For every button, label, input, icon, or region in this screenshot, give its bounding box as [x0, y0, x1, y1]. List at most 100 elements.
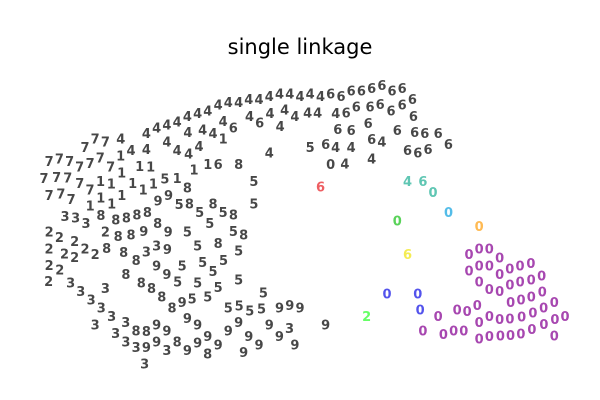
data-point-digit-8: 8 — [167, 302, 176, 317]
data-point-digit-7: 7 — [75, 161, 84, 176]
data-point-digit-7: 7 — [39, 172, 48, 187]
data-point-digit-1: 1 — [96, 175, 105, 190]
data-point-digit-6: 6 — [386, 104, 395, 119]
data-point-digit-4: 4 — [367, 152, 376, 167]
data-point-digit-1: 1 — [139, 183, 148, 198]
data-point-digit-5: 5 — [205, 217, 214, 232]
data-point-digit-9: 9 — [152, 336, 161, 351]
data-point-digit-7: 7 — [67, 193, 76, 208]
data-point-digit-7: 7 — [96, 152, 105, 167]
data-point-digit-9: 9 — [214, 338, 223, 353]
data-point-digit-6: 6 — [403, 144, 412, 159]
data-point-digit-0: 0 — [463, 305, 472, 320]
data-point-digit-0: 0 — [495, 285, 504, 300]
data-point-digit-0: 0 — [485, 283, 494, 298]
data-point-digit-5: 5 — [160, 172, 169, 187]
data-point-digit-5: 5 — [249, 197, 258, 212]
data-point-digit-3: 3 — [111, 327, 120, 342]
data-point-digit-5: 5 — [178, 259, 187, 274]
data-point-digit-5: 5 — [198, 256, 207, 271]
data-point-digit-8: 8 — [126, 228, 135, 243]
data-point-digit-7: 7 — [65, 155, 74, 170]
data-point-digit-5: 5 — [193, 240, 202, 255]
data-point-digit-0: 0 — [413, 288, 422, 303]
data-point-digit-0: 0 — [453, 304, 462, 319]
data-point-digit-6: 6 — [364, 117, 373, 132]
data-point-digit-9: 9 — [224, 324, 233, 339]
data-point-digit-6: 6 — [393, 124, 402, 139]
data-point-digit-5: 5 — [234, 274, 243, 289]
data-point-digit-4: 4 — [219, 115, 228, 130]
data-point-digit-1: 1 — [117, 166, 126, 181]
data-point-digit-1: 1 — [107, 178, 116, 193]
data-point-digit-8: 8 — [157, 291, 166, 306]
data-point-digit-9: 9 — [152, 319, 161, 334]
data-point-digit-6: 6 — [409, 110, 418, 125]
data-point-digit-0: 0 — [527, 274, 536, 289]
data-point-digit-9: 9 — [152, 259, 161, 274]
data-point-digit-5: 5 — [203, 291, 212, 306]
data-point-digit-4: 4 — [183, 110, 192, 125]
data-point-digit-5: 5 — [245, 305, 254, 320]
data-point-digit-3: 3 — [132, 341, 141, 356]
data-point-digit-3: 3 — [152, 240, 161, 255]
data-point-digit-6: 6 — [444, 138, 453, 153]
data-point-digit-6: 6 — [408, 93, 417, 108]
data-point-digit-1: 1 — [135, 160, 144, 175]
data-point-digit-9: 9 — [290, 338, 299, 353]
data-point-digit-9: 9 — [285, 299, 294, 314]
data-point-digit-0: 0 — [560, 310, 569, 325]
data-point-digit-7: 7 — [101, 135, 110, 150]
data-point-digit-0: 0 — [475, 243, 484, 258]
data-point-digit-4: 4 — [313, 106, 322, 121]
data-point-digit-5: 5 — [249, 175, 258, 190]
data-point-digit-3: 3 — [142, 245, 151, 260]
data-point-digit-0: 0 — [326, 158, 335, 173]
data-point-digit-6: 6 — [342, 107, 351, 122]
data-point-digit-2: 2 — [80, 243, 89, 258]
data-point-digit-2: 2 — [60, 247, 69, 262]
data-point-digit-4: 4 — [331, 107, 340, 122]
data-point-digit-3: 3 — [91, 319, 100, 334]
data-point-digit-2: 2 — [70, 235, 79, 250]
data-point-digit-9: 9 — [193, 319, 202, 334]
data-point-digit-0: 0 — [550, 313, 559, 328]
data-point-digit-4: 4 — [224, 96, 233, 111]
data-point-digit-4: 4 — [316, 90, 325, 105]
data-point-digit-2: 2 — [45, 259, 54, 274]
data-point-digit-4: 4 — [285, 87, 294, 102]
data-point-digit-3: 3 — [71, 212, 80, 227]
data-point-digit-0: 0 — [539, 318, 548, 333]
data-point-digit-5: 5 — [195, 206, 204, 221]
data-point-digit-0: 0 — [459, 324, 468, 339]
data-point-digit-0: 0 — [428, 186, 437, 201]
data-point-digit-3: 3 — [121, 336, 130, 351]
data-point-digit-0: 0 — [475, 333, 484, 348]
data-point-digit-3: 3 — [101, 282, 110, 297]
data-point-digit-0: 0 — [485, 330, 494, 345]
data-point-digit-0: 0 — [550, 329, 559, 344]
data-point-digit-3: 3 — [66, 276, 75, 291]
data-point-digit-9: 9 — [153, 195, 162, 210]
data-point-digit-4: 4 — [193, 107, 202, 122]
data-point-digit-1: 1 — [128, 177, 137, 192]
data-point-digit-7: 7 — [45, 155, 54, 170]
data-point-digit-7: 7 — [91, 133, 100, 148]
data-point-digit-0: 0 — [496, 329, 505, 344]
data-point-digit-4: 4 — [184, 148, 193, 163]
data-point-digit-0: 0 — [434, 310, 443, 325]
data-point-digit-9: 9 — [139, 225, 148, 240]
data-point-digit-4: 4 — [290, 110, 299, 125]
data-point-digit-9: 9 — [295, 302, 304, 317]
data-point-digit-7: 7 — [55, 152, 64, 167]
data-point-digit-7: 7 — [52, 171, 61, 186]
data-point-digit-1: 1 — [203, 158, 212, 173]
data-point-digit-8: 8 — [96, 209, 105, 224]
data-point-digit-7: 7 — [56, 188, 65, 203]
data-point-digit-0: 0 — [475, 259, 484, 274]
data-point-digit-2: 2 — [70, 251, 79, 266]
data-point-digit-4: 4 — [116, 133, 125, 148]
data-point-digit-1: 1 — [117, 189, 126, 204]
data-point-digit-4: 4 — [194, 140, 203, 155]
